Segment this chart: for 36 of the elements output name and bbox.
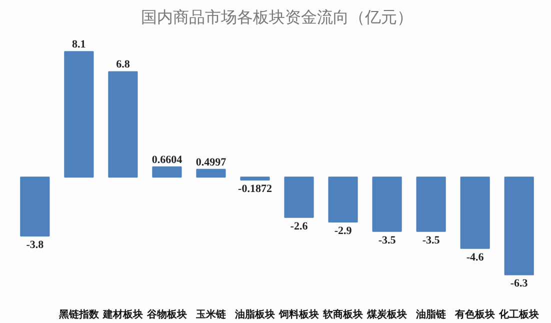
x-tick-label: 化工板块 [498, 308, 540, 320]
x-tick-label: 煤炭板块 [366, 308, 408, 320]
x-tick-label: 油脂链 [415, 308, 448, 320]
data-label: -6.3 [510, 278, 528, 290]
data-label: -4.6 [466, 251, 484, 264]
bar [416, 176, 446, 232]
data-label: -2.6 [290, 220, 308, 232]
x-tick-label: 油脂板块 [234, 308, 275, 320]
bar [240, 176, 270, 180]
bar [372, 176, 402, 232]
x-tick-label: 软商板块 [322, 308, 364, 320]
chart-title: 国内商品市场各板块资金流向（亿元） [141, 8, 413, 26]
bar [504, 176, 534, 276]
data-label: -3.8 [26, 238, 44, 251]
x-tick-label: 黑链指数 [58, 308, 100, 320]
data-label: 0.4997 [196, 156, 227, 168]
data-label: 6.8 [116, 58, 130, 71]
x-tick-label: 饲料板块 [278, 308, 320, 320]
bar [460, 176, 490, 249]
x-tick-label: 有色板块 [454, 308, 496, 320]
bar [108, 71, 138, 178]
data-label: 0.6604 [152, 154, 183, 166]
data-label: -3.5 [422, 234, 440, 246]
bar [152, 166, 182, 178]
bar [196, 168, 226, 178]
bar [20, 176, 50, 236]
data-label: -0.1872 [238, 183, 272, 195]
x-tick-label: 玉米链 [194, 308, 227, 320]
data-label: -3.5 [378, 234, 396, 246]
data-label: 8.1 [72, 38, 86, 51]
x-tick-label: 建材板块 [102, 308, 143, 320]
bar [64, 51, 94, 178]
bar [328, 176, 358, 223]
bar [284, 176, 314, 218]
data-label: -2.9 [334, 225, 352, 238]
x-tick-label: 谷物板块 [146, 308, 187, 320]
